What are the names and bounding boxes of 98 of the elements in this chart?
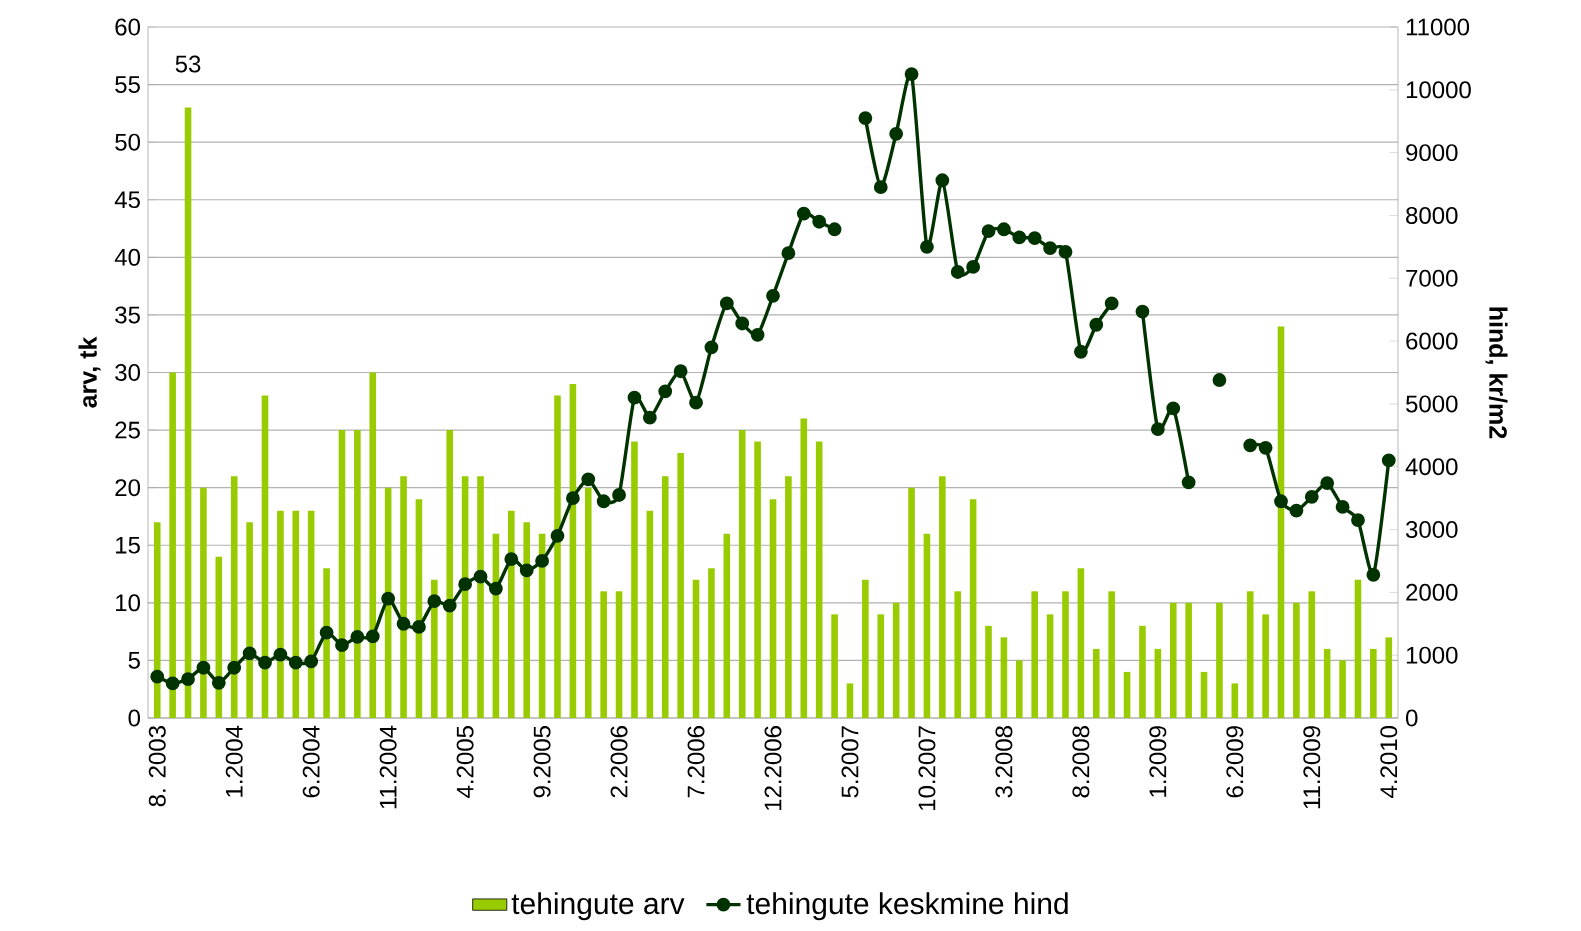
legend-label: tehingute keskmine hind (746, 892, 1068, 921)
y-axis-title: arv, tk (78, 336, 101, 408)
bar (831, 614, 838, 718)
y-tick-label: 0 (128, 709, 141, 727)
bar (1385, 637, 1393, 718)
bar (923, 533, 931, 718)
bar (600, 591, 607, 718)
x-tick-label: 1.2004 (225, 725, 243, 797)
y-tick-label: 5 (128, 652, 140, 669)
bar (1123, 671, 1131, 718)
bar (1323, 648, 1331, 718)
bar (646, 510, 654, 718)
y-tick-label: 30 (115, 364, 141, 381)
bar (800, 418, 808, 718)
bar (1108, 591, 1115, 718)
y2-tick-label: 10000 (1406, 81, 1471, 99)
y2-tick-label: 0 (1406, 709, 1418, 727)
bar (692, 579, 700, 718)
y-tick-label: 15 (116, 536, 140, 554)
bar (1354, 579, 1362, 718)
y2-tick-label: 5000 (1406, 395, 1458, 413)
x-tick-label: 2.2006 (610, 726, 628, 798)
x-tick-label: 11.2009 (1303, 726, 1321, 809)
bar (877, 614, 885, 718)
bar (1092, 648, 1100, 718)
y2-tick-label: 3000 (1405, 521, 1458, 539)
bar (954, 591, 962, 718)
bar (969, 499, 977, 718)
y-tick-label: 45 (114, 191, 140, 209)
bar (1231, 683, 1239, 718)
x-tick-label: 1.2009 (1149, 726, 1167, 797)
x-tick-label: 8.2008 (1072, 726, 1090, 798)
bar (1139, 625, 1146, 718)
bar (661, 476, 669, 718)
x-tick-label: 6.2004 (302, 725, 320, 798)
bar (1016, 660, 1023, 718)
legend-label: tehingute arv (511, 892, 685, 921)
bar (1046, 614, 1054, 718)
y2-tick-label: 4000 (1405, 458, 1458, 476)
y2-tick-label: 7000 (1406, 269, 1458, 287)
bar (1000, 637, 1008, 718)
x-tick-label: 6.2009 (1226, 726, 1244, 798)
y-tick-label: 35 (115, 306, 140, 324)
y-tick-label: 20 (115, 479, 141, 497)
y-tick-label: 55 (115, 76, 140, 93)
bar (939, 476, 946, 718)
x-tick-label: 9.2005 (533, 726, 551, 798)
bar (1200, 671, 1208, 718)
y2-tick-label: 6000 (1406, 332, 1458, 350)
bar (1185, 602, 1192, 718)
bar (1293, 602, 1300, 718)
bar (708, 568, 715, 718)
x-tick-label: 3.2008 (995, 726, 1013, 798)
bar (908, 487, 915, 718)
bar (985, 625, 992, 718)
bar (785, 476, 792, 718)
x-tick-label: 8. 2003 (148, 726, 166, 807)
y2-tick-label: 11000 (1406, 18, 1470, 36)
y2-tick-label: 1000 (1406, 646, 1458, 664)
bar (1246, 591, 1254, 718)
bar (754, 441, 761, 718)
bar (738, 430, 746, 718)
bar (815, 441, 823, 718)
x-tick-label: 11.2004 (379, 725, 397, 809)
bar (1154, 648, 1162, 718)
bar (1339, 660, 1346, 718)
bar (1262, 614, 1269, 718)
x-tick-label: 5.2007 (841, 726, 859, 798)
y-tick-label: 40 (114, 248, 141, 266)
y-tick-label: 10 (116, 594, 141, 612)
x-tick-label: 4.2005 (456, 726, 474, 798)
bar (1308, 591, 1316, 718)
bar (892, 602, 900, 718)
x-tick-label: 4.2010 (1380, 725, 1398, 798)
bar (862, 579, 869, 718)
bar (615, 591, 623, 718)
x-tick-label: 7.2006 (687, 726, 705, 798)
y2-tick-label: 9000 (1406, 144, 1458, 162)
bar (631, 441, 638, 718)
y2-tick-label: 8000 (1406, 206, 1458, 224)
x-tick-label: 12.2006 (764, 726, 782, 810)
bar (1062, 591, 1069, 718)
y2-axis-title: hind, kr/m2 (1485, 307, 1508, 439)
bar (1370, 648, 1377, 718)
bar (1216, 602, 1223, 718)
y-tick-label: 60 (115, 18, 141, 36)
x-tick-label: 10.2007 (918, 726, 936, 810)
bar (723, 533, 731, 718)
data-label: 53 (175, 55, 201, 73)
y-tick-label: 50 (115, 133, 141, 151)
bar (1077, 568, 1085, 718)
bar (677, 453, 684, 718)
bar (769, 499, 777, 718)
bar (1169, 602, 1177, 718)
bar (1031, 591, 1038, 718)
y2-tick-label: 2000 (1406, 583, 1458, 601)
y-tick-label: 25 (115, 421, 140, 439)
bar (846, 683, 854, 718)
